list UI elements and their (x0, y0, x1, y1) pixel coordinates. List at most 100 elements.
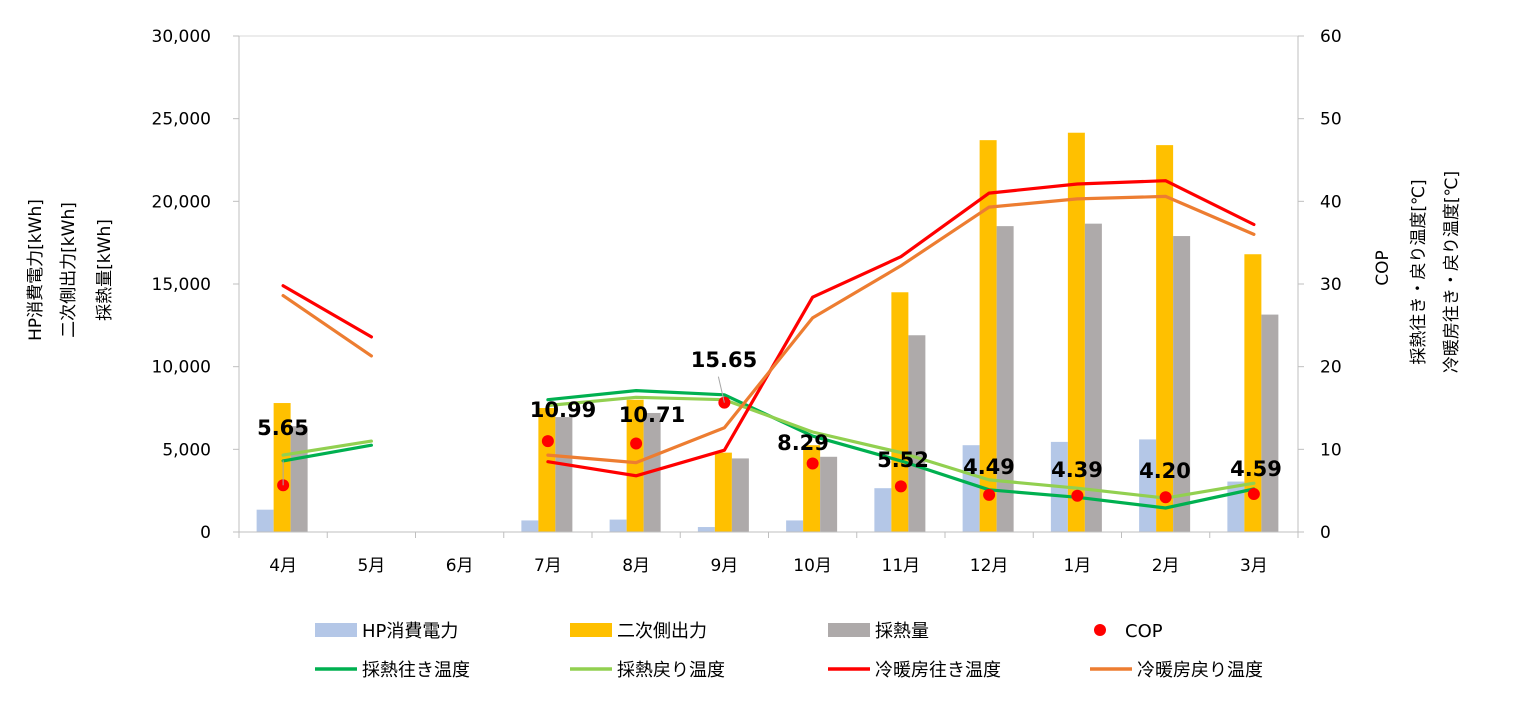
x-tick-label: 3月 (1240, 556, 1268, 576)
bar-2 (1244, 254, 1262, 533)
y-left-tick-label: 5,000 (162, 440, 211, 460)
y-left-tick-label: 10,000 (152, 358, 211, 378)
cop-layer (277, 396, 1260, 504)
bar-1 (962, 445, 980, 532)
x-tick-label: 9月 (710, 556, 738, 576)
bar-2 (891, 292, 909, 532)
y-right-tick-label: 10 (1320, 440, 1342, 460)
cop-data-label: 15.65 (691, 348, 757, 372)
cop-data-label: 5.65 (257, 416, 309, 440)
bar-3 (731, 458, 749, 532)
cop-data-label: 8.29 (777, 431, 829, 455)
x-tick-label: 10月 (793, 556, 832, 576)
legend-label: COP (1125, 621, 1163, 642)
bar-1 (1139, 439, 1157, 532)
bar-3 (1173, 236, 1191, 532)
cop-point (1247, 488, 1260, 501)
bar-2 (1156, 145, 1174, 532)
x-tick-label: 6月 (446, 556, 474, 576)
y-left-tick-label: 20,000 (152, 192, 211, 212)
bar-3 (996, 226, 1014, 532)
series-line-4 (546, 194, 1256, 465)
x-tick-label: 5月 (357, 556, 385, 576)
x-tick-label: 7月 (534, 556, 562, 576)
cop-point (541, 435, 554, 448)
cop-point (806, 457, 819, 470)
series-line-3 (546, 179, 1256, 478)
bar-3 (290, 426, 308, 532)
x-tick-label: 11月 (882, 556, 921, 576)
cop-label-leader (717, 376, 725, 403)
y-right-tick-label: 0 (1320, 523, 1331, 543)
bar-2 (714, 452, 732, 532)
bar-layer (256, 132, 1279, 533)
legend: HP消費電力 二次側出力 採熱量 COP 採熱往き温度 採熱戻り温度 冷暖房往き温度 冷暖房戻… (315, 621, 1263, 681)
y-left-tick-label: 15,000 (152, 275, 211, 295)
legend-swatch-bar (570, 623, 612, 637)
cop-data-label: 10.99 (530, 398, 596, 422)
bar-1 (1227, 481, 1245, 532)
y-right-axis-title: 採熱往き・戻り温度[℃] (1409, 179, 1429, 364)
x-tick-label: 12月 (970, 556, 1009, 576)
cop-point (894, 480, 907, 493)
legend-label: 採熱戻り温度 (617, 660, 725, 681)
cop-data-label: 10.71 (619, 403, 685, 427)
cop-point (1159, 491, 1172, 504)
x-tick-label: 4月 (269, 556, 297, 576)
series-line-4 (281, 294, 373, 358)
y-left-axis-title: 二次側出力[kWh] (59, 202, 79, 338)
y-left-tick-label: 25,000 (152, 110, 211, 130)
cop-point (983, 488, 996, 501)
legend-swatch-bar (315, 623, 357, 637)
axes-layer: 0 5,000 10,000 15,000 20,000 25,000 30,000 0 10 2… (26, 27, 1462, 576)
series-line-2 (546, 395, 1256, 500)
y-left-tick-label: 0 (200, 523, 211, 543)
legend-swatch-bar (828, 623, 870, 637)
y-right-tick-label: 40 (1320, 192, 1342, 212)
legend-label: 冷暖房往き温度 (875, 660, 1001, 681)
y-right-tick-label: 20 (1320, 358, 1342, 378)
cop-data-label: 4.20 (1139, 459, 1191, 483)
cop-data-label: 5.52 (877, 448, 929, 472)
bar-2 (538, 408, 556, 532)
legend-label: 二次側出力 (617, 621, 707, 642)
series-line-1 (546, 389, 1256, 510)
x-tick-label: 2月 (1152, 556, 1180, 576)
y-left-axis-title: HP消費電力[kWh] (26, 199, 46, 341)
legend-swatch-dot (1094, 624, 1106, 636)
cop-data-label: 4.59 (1230, 457, 1282, 481)
series-line-3 (281, 284, 373, 339)
bar-1 (609, 519, 627, 532)
legend-label: 冷暖房戻り温度 (1137, 660, 1263, 681)
legend-label: HP消費電力 (362, 621, 458, 642)
y-right-axis-title: 冷暖房往き・戻り温度[℃] (1442, 171, 1462, 373)
bar-1 (786, 520, 804, 532)
line-layer (281, 179, 1256, 510)
x-tick-label: 8月 (622, 556, 650, 576)
bar-3 (820, 456, 838, 532)
y-right-axis-title: COP (1373, 250, 1393, 286)
y-right-tick-label: 30 (1320, 275, 1342, 295)
y-right-tick-label: 50 (1320, 110, 1342, 130)
bar-2 (626, 399, 644, 532)
legend-label: 採熱量 (875, 621, 929, 642)
cop-data-label: 4.49 (963, 455, 1015, 479)
data-label-layer: 5.65 10.99 10.71 15.65 8.29 5.52 4.49 4.39 4.20 4… (257, 348, 1282, 486)
bar-1 (874, 488, 892, 532)
bar-1 (256, 509, 274, 532)
bar-1 (697, 527, 715, 532)
bar-2 (1067, 132, 1085, 532)
bar-3 (555, 417, 573, 532)
series-line-1 (281, 443, 373, 463)
cop-point (630, 437, 643, 450)
cop-point (1071, 489, 1084, 502)
bar-2 (273, 403, 291, 532)
y-left-axis-title: 採熱量[kWh] (95, 219, 115, 321)
cop-data-label: 4.39 (1051, 458, 1103, 482)
x-tick-label: 1月 (1063, 556, 1091, 576)
y-left-tick-label: 30,000 (152, 27, 211, 47)
bar-3 (1084, 223, 1102, 533)
series-line-2 (281, 439, 373, 457)
y-right-tick-label: 60 (1320, 27, 1342, 47)
